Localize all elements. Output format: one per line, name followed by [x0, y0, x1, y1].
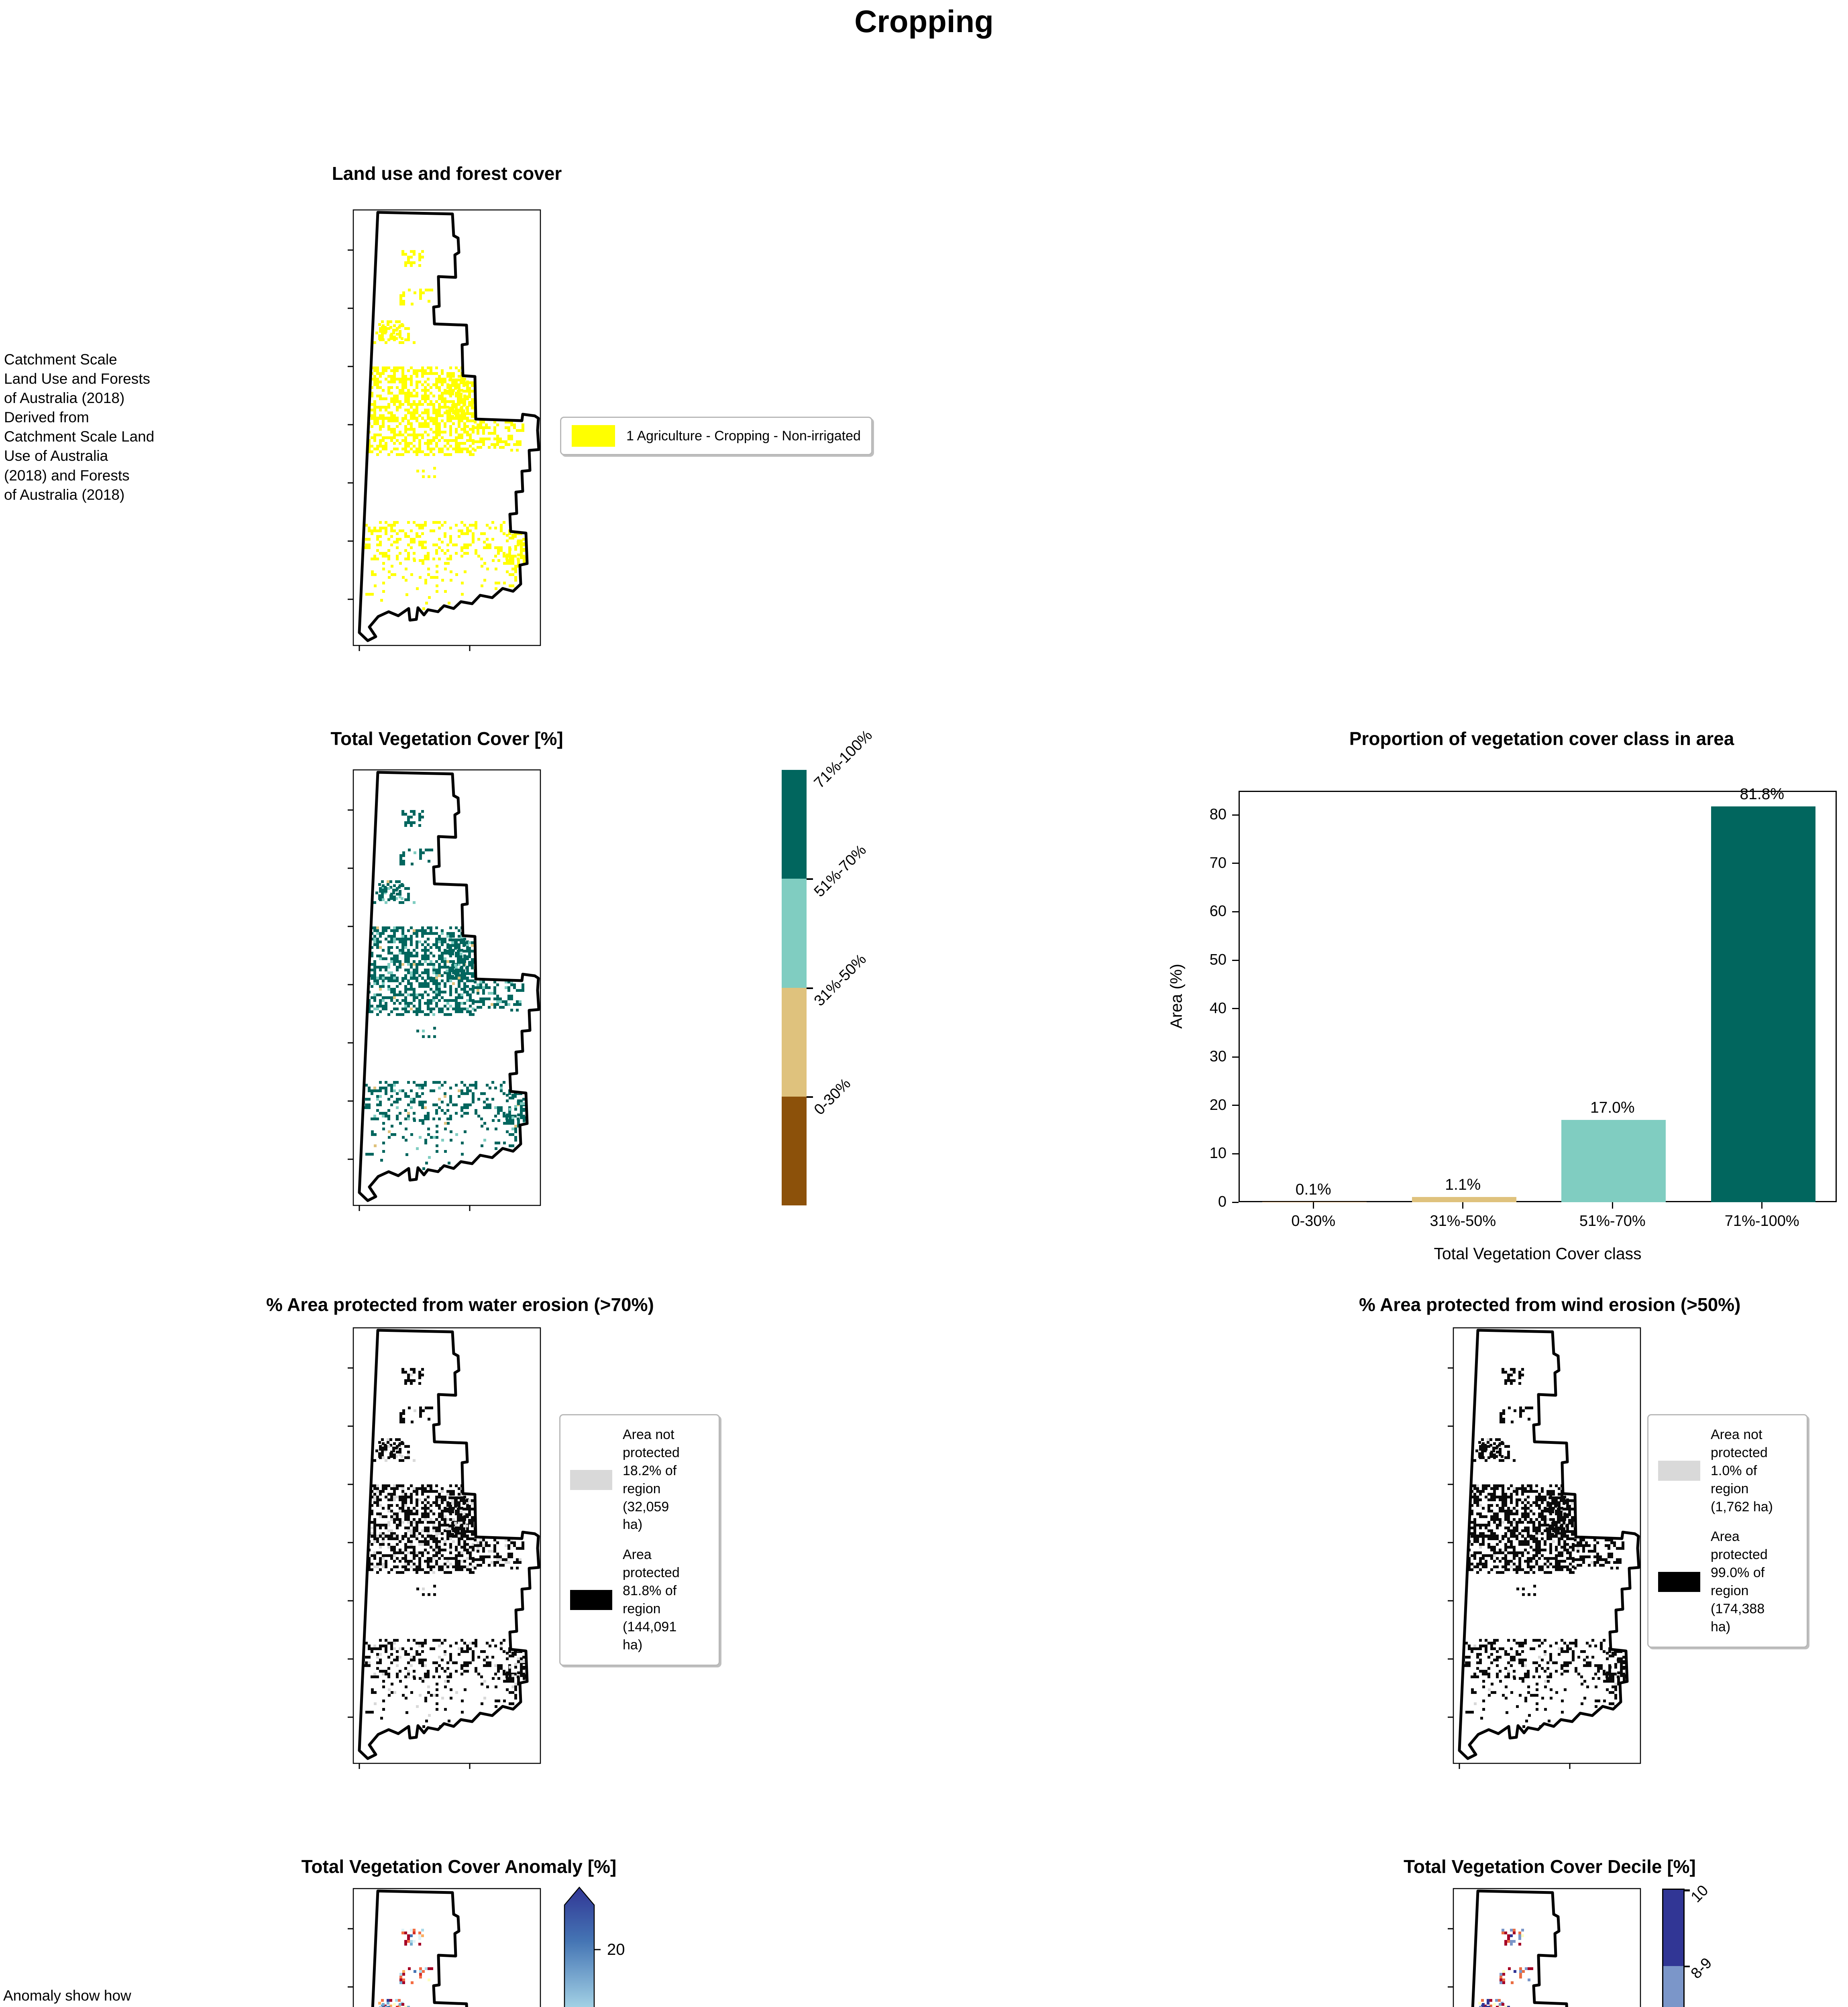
bar-31%-50%	[1412, 1197, 1516, 1202]
landuse-legend-swatch	[572, 425, 615, 447]
y-tick-label: 50	[1209, 951, 1227, 969]
decile-map	[1448, 1888, 1641, 2007]
page-title: Cropping	[854, 4, 994, 39]
y-tick	[1232, 959, 1239, 961]
legend-item: Area not protected 18.2% of region (32,0…	[570, 1426, 709, 1534]
colorbar-segment	[782, 1096, 807, 1205]
landuse-source-note: Catchment Scale Land Use and Forests of …	[4, 351, 155, 503]
bar-51%-70%	[1561, 1120, 1666, 1202]
wind-erosion-legend: Area not protected 1.0% of region (1,762…	[1647, 1414, 1808, 1648]
legend-item: Area protected 81.8% of region (144,091 …	[570, 1546, 709, 1654]
bar-value-label: 81.8%	[1740, 785, 1785, 803]
bar-71%-100%	[1711, 806, 1815, 1202]
x-tick	[1312, 1202, 1314, 1209]
colorbar-class-label: 31%-50%	[811, 951, 870, 1010]
colorbar-segment	[1663, 1966, 1683, 2007]
barchart-ylabel: Area (%)	[1167, 964, 1186, 1029]
anomaly-cb-tick: 20	[607, 1941, 625, 1958]
anomaly-note: Anomaly show how many percetage points e…	[3, 1987, 131, 2007]
colorbar-segment	[782, 987, 807, 1097]
colorbar-segment	[782, 770, 807, 879]
colorbar-segment	[1663, 1890, 1683, 1966]
protected-label: Area protected 81.8% of region (144,091 …	[623, 1547, 680, 1653]
landuse-legend-label: 1 Agriculture - Cropping - Non-irrigated	[626, 428, 861, 444]
protected-swatch	[570, 1590, 612, 1610]
x-tick-label: 31%-50%	[1430, 1213, 1496, 1229]
vegcover-colorbar: 71%-100% 51%-70% 31%-50% 0-30%	[782, 727, 876, 1205]
not-protected-label: Area not protected 18.2% of region (32,0…	[623, 1427, 680, 1533]
legend-item: Area not protected 1.0% of region (1,762…	[1658, 1426, 1797, 1516]
landuse-map	[348, 209, 541, 651]
decile-title: Total Vegetation Cover Decile [%]	[1404, 1856, 1696, 1877]
vegcover-title: Total Vegetation Cover [%]	[330, 728, 563, 749]
colorbar-class-label: 10	[1687, 1882, 1712, 1906]
bar-value-label: 1.1%	[1445, 1176, 1481, 1193]
y-tick	[1232, 1201, 1239, 1203]
y-tick	[1232, 1105, 1239, 1106]
wind-erosion-title: % Area protected from wind erosion (>50%…	[1359, 1294, 1741, 1315]
x-tick	[1612, 1202, 1613, 1209]
x-tick	[1761, 1202, 1763, 1209]
barchart-xlabel: Total Vegetation Cover class	[1434, 1244, 1642, 1263]
anomaly-colorbar	[564, 1887, 601, 2007]
protected-label: Area protected 99.0% of region (174,388 …	[1711, 1529, 1768, 1635]
colorbar-segment	[782, 879, 807, 988]
y-tick	[1232, 1056, 1239, 1058]
barchart-title: Proportion of vegetation cover class in …	[1349, 728, 1734, 749]
vegcover-map	[348, 769, 541, 1211]
colorbar-tick	[1683, 1890, 1690, 1891]
colorbar-class-label: 51%-70%	[811, 842, 870, 901]
y-tick	[1232, 1008, 1239, 1010]
y-tick	[1232, 911, 1239, 912]
landuse-title: Land use and forest cover	[332, 163, 562, 184]
x-tick-label: 51%-70%	[1579, 1213, 1646, 1229]
decile-colorbar: 108-94-72-31	[1662, 1882, 1715, 2007]
y-tick-label: 10	[1209, 1145, 1227, 1162]
anomaly-title: Total Vegetation Cover Anomaly [%]	[301, 1856, 617, 1877]
y-tick	[1232, 1153, 1239, 1154]
y-tick-label: 20	[1209, 1096, 1227, 1113]
y-tick-label: 0	[1218, 1193, 1227, 1210]
colorbar-tick	[807, 878, 813, 880]
colorbar-class-label: 71%-100%	[811, 727, 876, 792]
x-tick-label: 0-30%	[1291, 1213, 1336, 1229]
colorbar-tick	[807, 1096, 813, 1098]
water-erosion-title: % Area protected from water erosion (>70…	[266, 1294, 654, 1315]
protected-swatch	[1658, 1572, 1700, 1592]
landuse-legend: 1 Agriculture - Cropping - Non-irrigated	[560, 417, 872, 455]
anomaly-map	[348, 1888, 541, 2007]
bar-value-label: 0.1%	[1295, 1181, 1331, 1198]
y-tick-label: 30	[1209, 1048, 1227, 1065]
colorbar-class-label: 0-30%	[811, 1075, 854, 1118]
y-tick	[1232, 814, 1239, 816]
barchart-plot-area	[1239, 791, 1837, 1202]
wind-erosion-map	[1448, 1327, 1641, 1769]
x-tick-label: 71%-100%	[1724, 1213, 1799, 1229]
colorbar-tick	[1683, 1965, 1690, 1967]
bar-value-label: 17.0%	[1590, 1099, 1635, 1116]
not-protected-swatch	[570, 1470, 612, 1490]
y-tick-label: 60	[1209, 903, 1227, 920]
colorbar-tick	[807, 987, 813, 989]
not-protected-swatch	[1658, 1461, 1700, 1481]
colorbar-class-label: 8-9	[1687, 1954, 1716, 1982]
water-erosion-legend: Area not protected 18.2% of region (32,0…	[559, 1414, 720, 1666]
y-tick-label: 80	[1209, 806, 1227, 823]
water-erosion-map	[348, 1327, 541, 1769]
y-tick-label: 70	[1209, 854, 1227, 871]
legend-item: Area protected 99.0% of region (174,388 …	[1658, 1528, 1797, 1636]
x-tick	[1462, 1202, 1464, 1209]
y-tick	[1232, 863, 1239, 864]
y-tick-label: 40	[1209, 999, 1227, 1017]
not-protected-label: Area not protected 1.0% of region (1,762…	[1711, 1427, 1773, 1514]
